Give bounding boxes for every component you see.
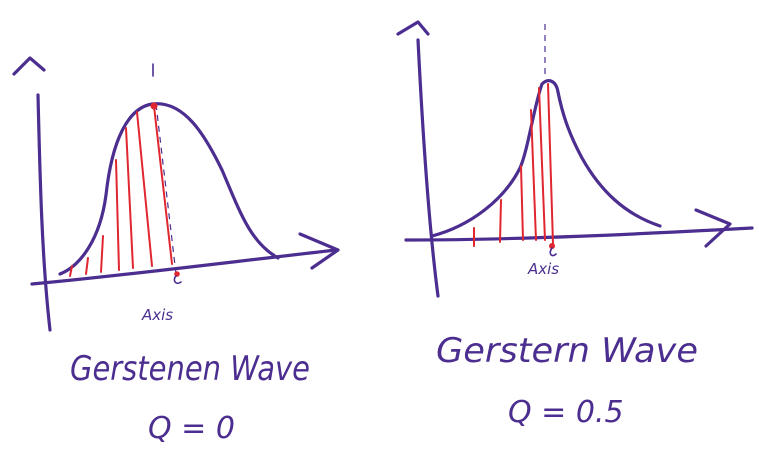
left-y-arrowhead [12, 56, 46, 76]
left-wave-curve [58, 102, 280, 276]
right-y-arrowhead [396, 20, 430, 36]
right-y-axis [416, 38, 440, 298]
left-center-axis [155, 103, 177, 275]
left-q-formula: Q = 0 [148, 411, 235, 446]
right-axis-label: Axis [527, 260, 559, 278]
left-wave-diagram: Axis Gerstenen Wave Q = 0 [12, 56, 340, 446]
left-axis-hook [173, 275, 182, 285]
left-streamlines [69, 105, 173, 277]
right-streamlines [473, 83, 554, 247]
right-wave-title: Gerstern Wave [436, 331, 698, 371]
right-x-arrowhead [694, 208, 732, 248]
right-x-axis [404, 226, 754, 242]
right-q-formula: Q = 0.5 [508, 395, 624, 430]
right-axis-hook [549, 247, 557, 257]
left-x-arrowhead [298, 232, 340, 270]
right-wave-curve [430, 79, 662, 238]
left-axis-label: Axis [141, 306, 173, 324]
right-wave-diagram: Axis Gerstern Wave Q = 0.5 [396, 20, 754, 430]
left-y-axis [36, 93, 52, 332]
left-crest-dot [150, 102, 158, 110]
left-x-axis [30, 248, 338, 286]
right-base-dot [549, 243, 555, 249]
left-wave-title: Gerstenen Wave [70, 349, 310, 389]
